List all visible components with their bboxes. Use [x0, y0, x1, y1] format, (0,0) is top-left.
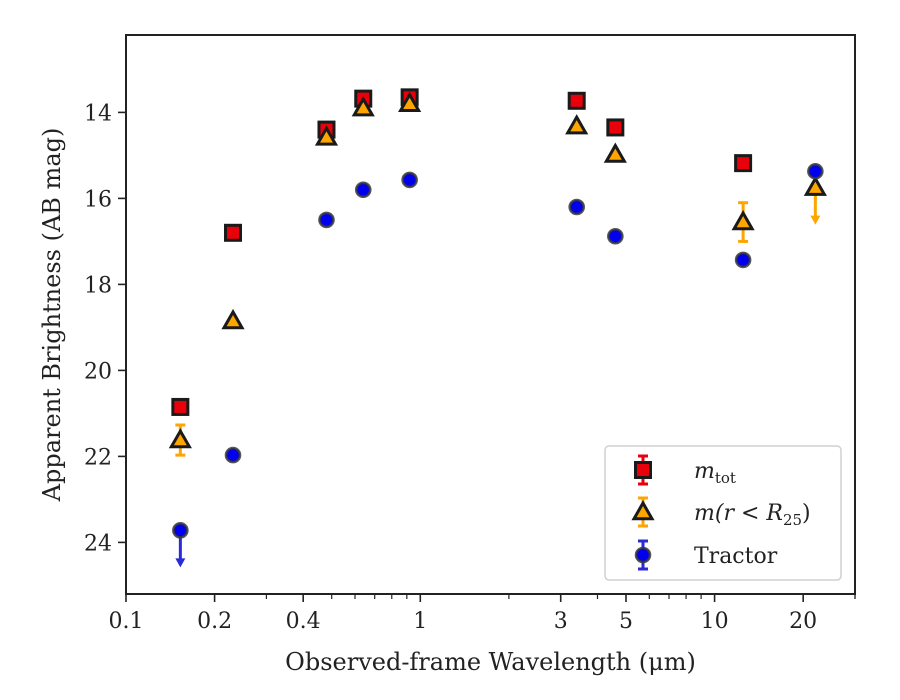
series-tractor	[172, 163, 824, 568]
legend-entry: m(r < R25)	[631, 496, 811, 529]
data-point	[401, 171, 418, 189]
data-point	[168, 428, 192, 449]
legend-label: m(r < R25)	[694, 501, 811, 529]
data-point	[603, 142, 627, 163]
x-tick-label: 0.2	[197, 609, 232, 634]
x-tick-label: 3	[554, 609, 568, 634]
data-point	[606, 118, 625, 137]
upper-limit-arrowhead	[810, 215, 821, 225]
y-tick-label: 18	[84, 273, 112, 298]
data-point	[354, 181, 372, 199]
x-axis-label: Observed-frame Wavelength (μm)	[285, 648, 696, 676]
legend-marker	[634, 461, 652, 479]
data-point	[731, 210, 755, 231]
data-point	[568, 198, 586, 216]
data-point	[318, 211, 335, 229]
upper-limit-arrowhead	[175, 558, 186, 568]
y-tick-label: 24	[84, 531, 112, 556]
y-axis: 14 16 18 20 22 24	[84, 101, 126, 556]
legend-entry: mtot	[634, 454, 736, 487]
data-point	[807, 163, 824, 180]
y-tick-label: 14	[84, 101, 112, 126]
x-axis: 0.1 0.2 0.4 1 3 5 10 20	[109, 594, 856, 634]
data-point	[221, 308, 245, 330]
y-tick-label: 16	[84, 187, 112, 212]
y-tick-label: 20	[84, 359, 112, 384]
series-m-tot	[171, 88, 753, 416]
x-tick-label: 1	[413, 609, 427, 634]
data-point	[565, 114, 589, 135]
data-point	[224, 223, 243, 242]
series-m-r-r25-	[168, 91, 827, 457]
x-tick-label: 5	[619, 609, 633, 634]
legend-label: mtot	[694, 459, 736, 487]
legend-entry: Tractor	[634, 539, 778, 571]
data-point	[567, 91, 586, 110]
x-tick-label: 0.1	[109, 609, 144, 634]
data-point	[734, 251, 752, 269]
y-axis-label: Apparent Brightness (AB mag)	[38, 128, 66, 503]
data-point	[607, 227, 624, 245]
x-tick-label: 0.4	[286, 609, 321, 634]
data-point	[351, 96, 375, 117]
data-point	[314, 125, 339, 146]
data-point	[734, 154, 753, 173]
data-point	[171, 397, 190, 416]
x-tick-label: 20	[789, 609, 817, 634]
y-tick-label: 22	[84, 445, 112, 470]
plot-frame	[125, 34, 856, 595]
legend-marker	[631, 499, 655, 521]
data-point	[803, 175, 827, 196]
data-point	[224, 446, 242, 464]
x-tick-label: 10	[701, 609, 729, 634]
legend: mtot m(r < R25) Tractor	[604, 445, 842, 581]
legend-box	[604, 445, 842, 581]
legend-marker	[634, 546, 652, 564]
data-point	[398, 91, 422, 113]
data-point	[172, 522, 189, 539]
legend-label: Tractor	[694, 544, 778, 569]
data-marks	[168, 88, 827, 568]
